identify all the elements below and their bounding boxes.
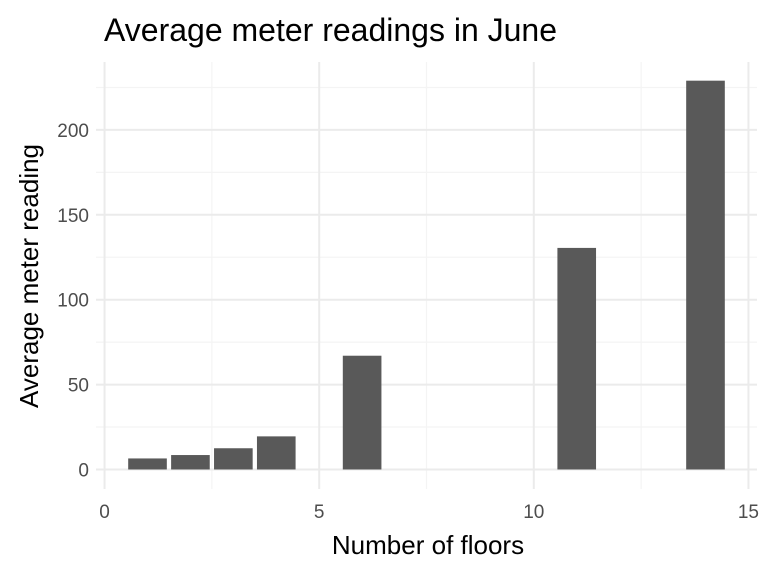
x-tick-label: 0 <box>99 502 110 523</box>
x-axis-ticks: 0 5 10 15 <box>99 502 759 523</box>
bar <box>171 455 210 470</box>
x-axis-title: Number of floors <box>332 530 524 560</box>
bar <box>342 355 382 470</box>
y-tick-label: 150 <box>57 206 89 227</box>
bar <box>128 458 167 470</box>
y-tick-label: 0 <box>78 460 89 481</box>
bars <box>128 80 725 470</box>
y-axis-ticks: 0 50 100 150 200 <box>57 121 89 482</box>
y-tick-label: 50 <box>68 376 89 397</box>
x-tick-label: 15 <box>738 502 759 523</box>
bar <box>686 80 725 470</box>
x-tick-label: 5 <box>314 502 325 523</box>
bar <box>557 247 597 470</box>
bar <box>256 436 296 470</box>
y-tick-label: 200 <box>57 121 89 142</box>
y-tick-label: 100 <box>57 291 89 312</box>
grid <box>96 62 757 489</box>
x-tick-label: 10 <box>523 502 544 523</box>
y-axis-title: Average meter reading <box>14 144 44 408</box>
chart-title: Average meter readings in June <box>104 12 557 48</box>
bar <box>214 448 253 470</box>
